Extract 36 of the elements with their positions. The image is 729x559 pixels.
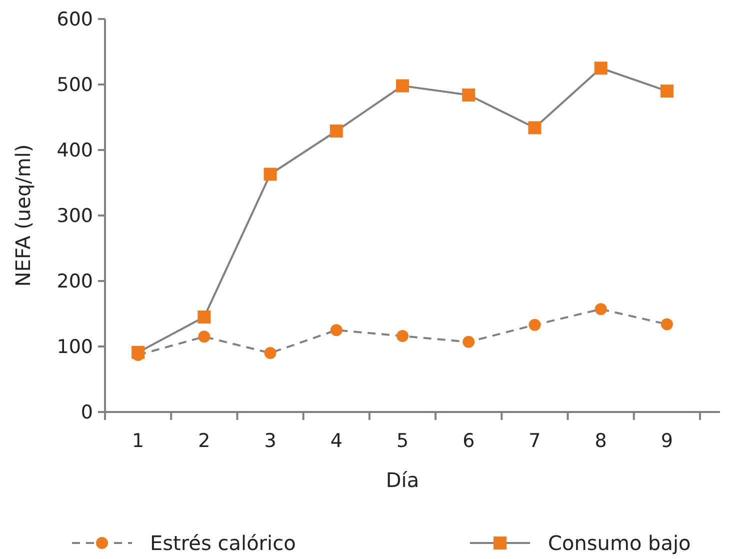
x-axis-title: Día — [386, 468, 420, 492]
x-tick-label: 3 — [264, 430, 276, 452]
x-tick-label: 5 — [396, 430, 409, 452]
point — [462, 88, 476, 102]
x-tick-label: 1 — [132, 430, 144, 452]
point — [396, 79, 409, 92]
point — [660, 84, 674, 98]
y-tick-label: 0 — [80, 402, 93, 424]
point — [594, 303, 607, 316]
y-tick-label: 200 — [56, 270, 93, 293]
point — [396, 330, 408, 342]
point — [198, 310, 211, 324]
x-tick-label: 2 — [198, 430, 210, 452]
x-tick-label: 7 — [528, 430, 541, 452]
x-tick-label: 8 — [594, 430, 607, 452]
point — [264, 168, 277, 181]
point — [198, 330, 210, 343]
y-axis-title: NEFA (ueq/ml) — [11, 144, 35, 287]
point — [330, 324, 342, 336]
point — [528, 318, 541, 331]
y-tick-label: 600 — [56, 8, 93, 31]
y-tick-label: 300 — [56, 205, 93, 228]
point — [462, 336, 475, 348]
x-tick-label: 9 — [660, 430, 673, 452]
x-tick-label: 6 — [462, 430, 475, 452]
point — [528, 121, 542, 134]
y-tick-label: 400 — [56, 140, 93, 162]
legend-label: Estrés calórico — [150, 531, 296, 555]
y-tick-label: 500 — [56, 74, 93, 96]
y-tick-label: 100 — [56, 336, 93, 358]
legend-label: Consumo bajo — [548, 531, 691, 555]
point — [264, 347, 276, 360]
point — [330, 124, 343, 138]
point — [660, 318, 673, 330]
point — [594, 62, 608, 75]
x-tick-label: 4 — [330, 430, 342, 452]
